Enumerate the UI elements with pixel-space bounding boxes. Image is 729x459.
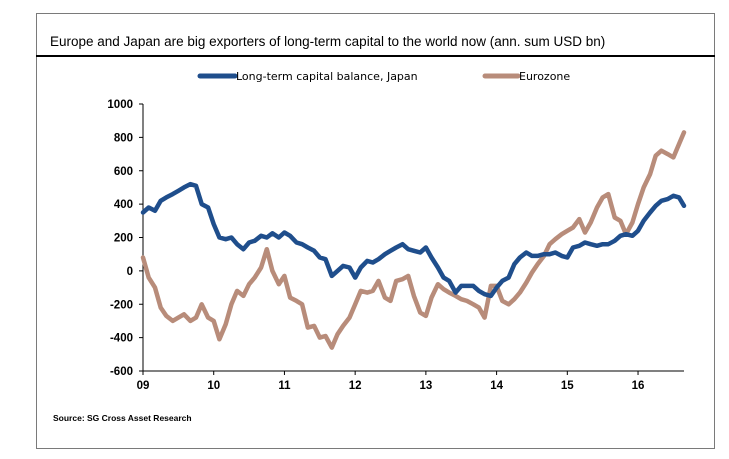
x-tick-label: 15 bbox=[561, 380, 574, 392]
x-tick-label: 13 bbox=[419, 380, 432, 392]
series-layer bbox=[140, 130, 687, 350]
series-line-eurozone bbox=[140, 130, 687, 350]
series-line-japan bbox=[140, 181, 687, 299]
chart-frame bbox=[36, 13, 715, 449]
y-tick-label: -200 bbox=[110, 299, 133, 311]
x-tick-label: 16 bbox=[632, 380, 645, 392]
y-tick-label: 800 bbox=[114, 132, 133, 144]
y-tick-label: 600 bbox=[114, 166, 133, 178]
legend: Long-term capital balance, Japan Eurozone bbox=[197, 70, 570, 83]
source-note: Source: SG Cross Asset Research bbox=[53, 413, 192, 423]
y-tick-label: -600 bbox=[110, 366, 133, 378]
axes: 1000 800 600 400 200 0 -200 -400 -600 09 10 11 12 13 1… bbox=[107, 99, 684, 392]
legend-label-japan: Long-term capital balance, Japan bbox=[236, 70, 418, 83]
chart-title: Europe and Japan are big exporters of lo… bbox=[50, 34, 606, 49]
y-tick-label: 200 bbox=[114, 233, 133, 245]
x-tick-label: 10 bbox=[207, 380, 220, 392]
y-tick-label: 1000 bbox=[107, 99, 133, 111]
y-tick-label: -400 bbox=[110, 333, 133, 345]
title-divider bbox=[36, 55, 715, 57]
legend-label-eurozone: Eurozone bbox=[519, 70, 570, 83]
x-tick-label: 11 bbox=[278, 380, 291, 392]
x-tick-label: 12 bbox=[349, 380, 362, 392]
y-tick-label: 400 bbox=[114, 199, 133, 211]
x-tick-label: 09 bbox=[137, 380, 150, 392]
y-tick-label: 0 bbox=[127, 266, 133, 278]
x-tick-label: 14 bbox=[490, 380, 503, 392]
